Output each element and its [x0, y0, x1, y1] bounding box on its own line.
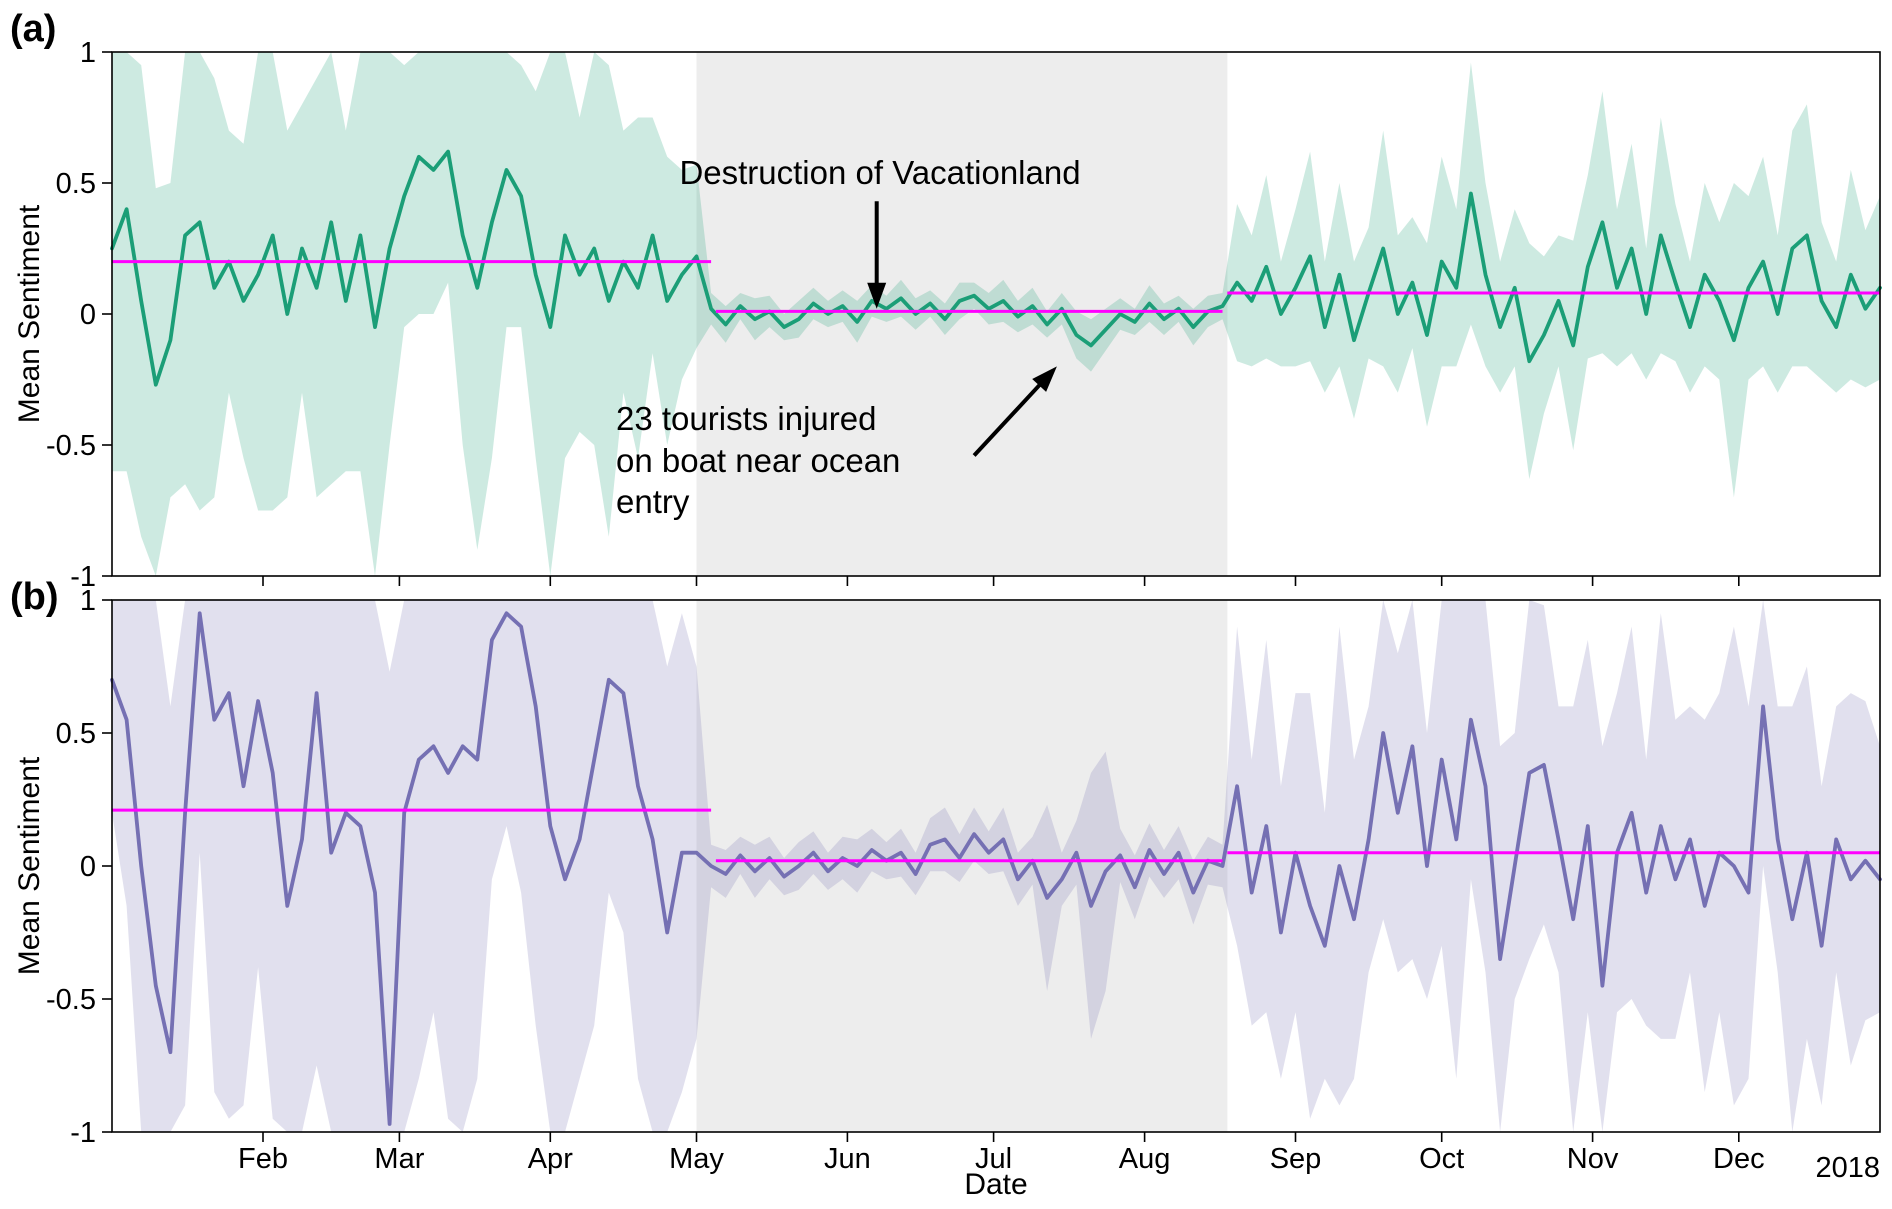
y-tick-label: 1 [80, 37, 96, 69]
y-axis-label-a: Mean Sentiment [13, 204, 46, 424]
panel-b-tag: (b) [10, 576, 59, 618]
year-label: 2018 [1815, 1152, 1880, 1184]
x-tick-label: Jun [824, 1143, 871, 1175]
y-tick-label: 1 [80, 585, 96, 617]
x-tick-label: Jul [975, 1143, 1012, 1175]
x-tick-label: Sep [1270, 1143, 1322, 1175]
y-axis-label-b: Mean Sentiment [13, 756, 46, 976]
x-tick-label: May [669, 1143, 724, 1175]
offseason-shade-b [696, 600, 1228, 1132]
y-tick-label: 0 [80, 299, 96, 331]
y-tick-label: 0 [80, 851, 96, 883]
sentiment-line-b [110, 611, 1882, 1126]
confidence-band-a [112, 52, 1880, 576]
x-tick-label: Apr [528, 1143, 573, 1175]
x-tick-label: Dec [1713, 1143, 1765, 1175]
panel-a-tag: (a) [10, 8, 57, 50]
confidence-band-b [112, 600, 1880, 1132]
sentiment-line-a [110, 149, 1882, 387]
tourists-arrow-head [1032, 366, 1057, 392]
y-tick-label: 0.5 [56, 718, 96, 750]
tourists-arrow-shaft [972, 378, 1046, 457]
x-tick-label: Feb [238, 1143, 288, 1175]
x-axis-label: Date [964, 1168, 1028, 1201]
x-tick-label: Nov [1567, 1143, 1619, 1175]
y-tick-label: -1 [70, 1117, 96, 1149]
y-tick-label: 0.5 [56, 168, 96, 200]
annotation-vacationland: Destruction of Vacationland [679, 154, 1081, 191]
x-tick-label: Mar [374, 1143, 424, 1175]
x-tick-label: Oct [1419, 1143, 1464, 1175]
y-tick-label: -1 [70, 561, 96, 593]
annotation-tourists: 23 tourists injured on boat near ocean e… [616, 400, 901, 521]
y-tick-label: -0.5 [46, 430, 96, 462]
vacationland-arrow-head [867, 282, 887, 309]
x-tick-label: Aug [1119, 1143, 1171, 1175]
y-tick-label: -0.5 [46, 984, 96, 1016]
